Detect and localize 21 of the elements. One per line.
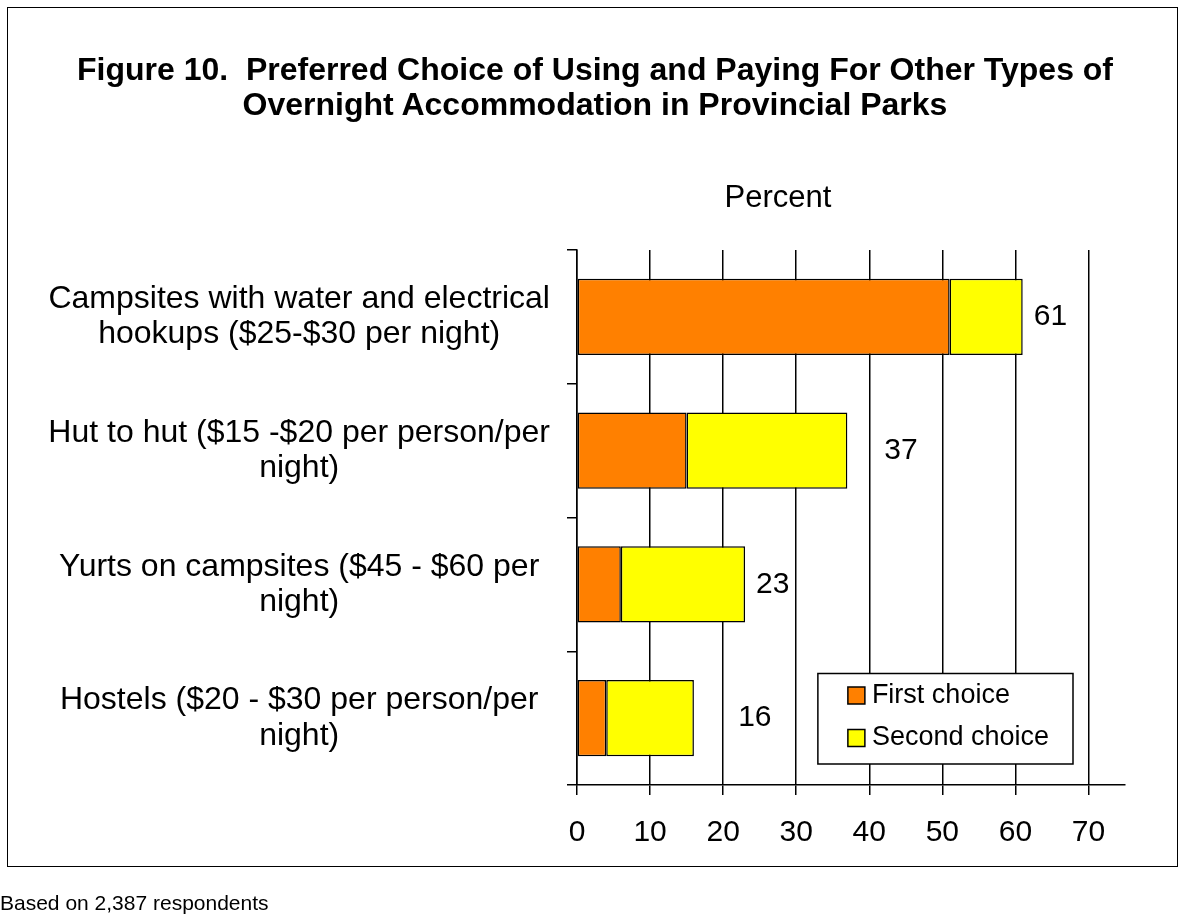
text: Based on 2,387 respondents: [0, 891, 269, 915]
y-tick-label: Hostels ($20 - $30 per person/per night): [59, 680, 539, 752]
x-tick-label: 30: [779, 814, 813, 848]
total-label: 37: [884, 431, 918, 465]
chart-title: Figure 10. Preferred Choice of Using and Paying For Other Types of Overnight Accommodation in Provincial Parks: [75, 51, 1114, 122]
x-tick-label: 10: [633, 814, 667, 848]
total-label: 23: [756, 565, 790, 599]
legend-label: First choice: [871, 678, 1010, 709]
x-axis-title: Percent: [724, 178, 832, 214]
x-tick-label: 20: [706, 814, 740, 848]
x-tick-label: 70: [1071, 814, 1106, 848]
x-tick-label: 40: [852, 814, 886, 848]
total-label: 16: [738, 699, 772, 733]
x-tick-label: 60: [998, 814, 1033, 848]
total-label: 61: [1033, 298, 1068, 332]
y-tick-label: Campsites with water and electrical hookups ($25-$30 per night): [48, 279, 550, 351]
legend-label: Second choice: [871, 721, 1049, 752]
x-tick-label: 0: [568, 814, 586, 848]
y-tick-label: Yurts on campsites ($45 - $60 per night): [59, 546, 540, 618]
x-tick-label: 50: [925, 814, 960, 848]
y-tick-label: Hut to hut ($15 -$20 per person/per night): [48, 412, 551, 485]
